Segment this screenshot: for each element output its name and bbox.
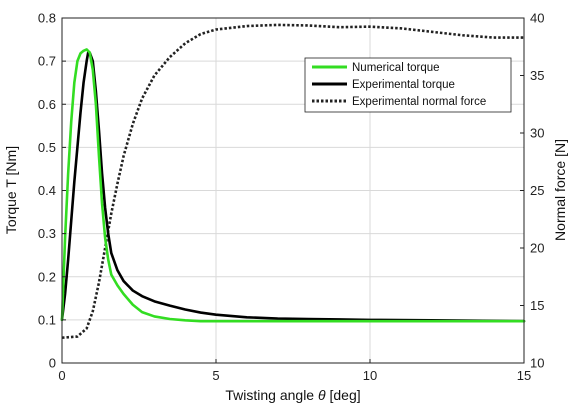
- y-left-tick-label: 0: [49, 356, 56, 371]
- y-right-tick-label: 30: [530, 126, 544, 141]
- plot-lines: [60, 23, 526, 339]
- series-line-experimental-normal-force: [61, 23, 524, 339]
- legend-label-experimental-normal-force: Experimental normal force: [352, 96, 486, 108]
- y-left-tick-label: 0.8: [38, 11, 56, 26]
- axes-ticks: 0 5 10 1500.10.20.30.40.50.60.70.8101520253…: [38, 11, 545, 384]
- y-left-tick-label: 0.6: [38, 97, 56, 112]
- y-right-tick-label: 20: [530, 241, 544, 256]
- y-right-tick-label: 35: [530, 68, 544, 83]
- y-left-tick-label: 0.2: [38, 269, 56, 284]
- y-right-tick-label: 10: [530, 356, 544, 371]
- x-tick-label: 5: [212, 368, 219, 383]
- y-left-tick-label: 0.1: [38, 312, 56, 327]
- y-left-tick-label: 0.5: [38, 140, 56, 155]
- y-axis-label-left: Torque T [Nm]: [3, 146, 19, 234]
- x-tick-label: 10: [363, 368, 377, 383]
- y-right-tick-label: 15: [530, 298, 544, 313]
- y-left-tick-label: 0.7: [38, 54, 56, 69]
- x-tick-label: 0: [58, 368, 65, 383]
- y-left-tick-label: 0.4: [38, 183, 56, 198]
- y-left-tick-label: 0.3: [38, 226, 56, 241]
- legend-label-numerical-torque: Numerical torque: [352, 62, 440, 74]
- series-line-experimental-torque: [60, 51, 526, 323]
- legend: Numerical torque Experimental torque Exp…: [304, 57, 512, 113]
- y-right-tick-label: 40: [530, 11, 544, 26]
- x-axis-label: Twisting angle θ [deg]: [225, 387, 360, 403]
- x-tick-label: 15: [517, 368, 531, 383]
- series-line-numerical-torque: [60, 48, 526, 323]
- y-axis-label-right: Normal force [N]: [552, 139, 568, 241]
- y-right-tick-label: 25: [530, 183, 544, 198]
- legend-label-experimental-torque: Experimental torque: [352, 79, 455, 91]
